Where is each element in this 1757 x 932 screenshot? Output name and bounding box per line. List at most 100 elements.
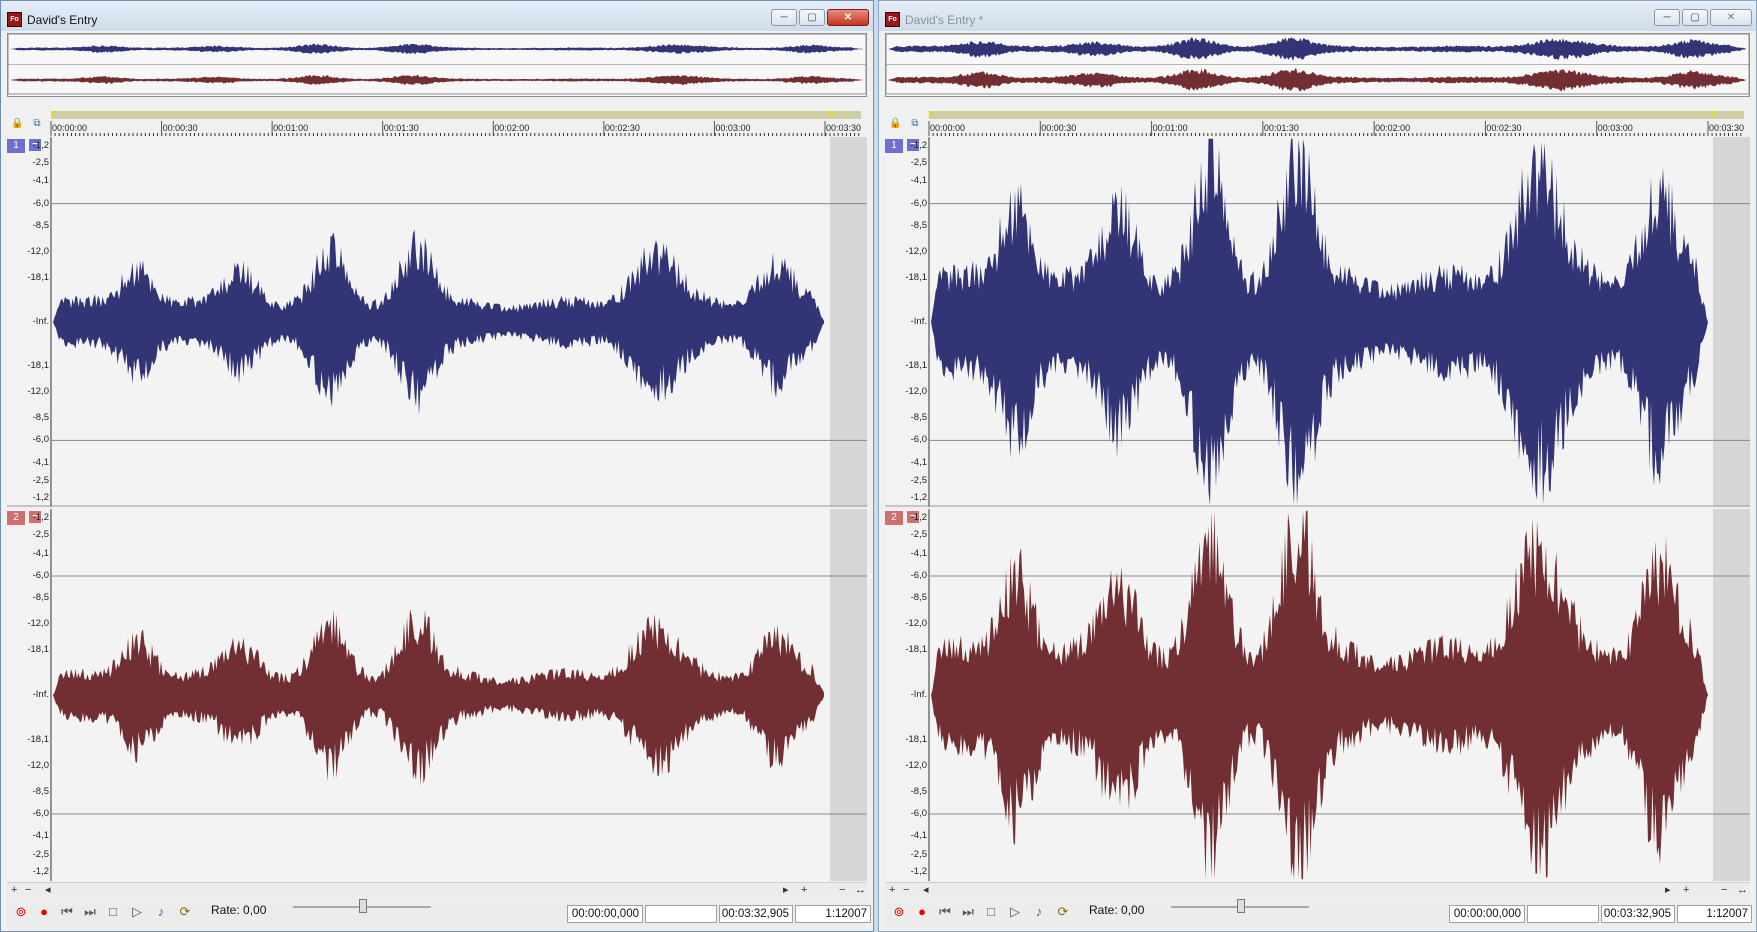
- maximize-button[interactable]: ▢: [799, 9, 825, 26]
- rate-slider-thumb[interactable]: [359, 899, 367, 913]
- db-scale-label: -18,1: [905, 360, 927, 372]
- channel-1-minimize-button[interactable]: −: [29, 139, 41, 151]
- loop-icon[interactable]: ⟳: [179, 904, 191, 919]
- track-end-region: [830, 509, 867, 881]
- stop-icon[interactable]: □: [987, 904, 995, 919]
- zoom-in-time-button[interactable]: +: [11, 884, 18, 896]
- scroll-left-button[interactable]: ◂: [45, 884, 51, 896]
- lock-icon[interactable]: 🔒: [889, 118, 902, 129]
- record-options-icon[interactable]: ⊚: [893, 904, 905, 919]
- play-icon[interactable]: ▷: [132, 904, 142, 919]
- db-scale-label: -12,0: [27, 759, 49, 771]
- channel-2-track[interactable]: 2 − -1,2 -2,5 -4,1 -6,0 -8,5 -12,0 -18,1 -Inf. -…: [7, 509, 867, 881]
- channel-2-badge[interactable]: 2: [7, 511, 25, 525]
- minimize-button[interactable]: ─: [771, 9, 797, 26]
- db-scale-label: -4,1: [910, 175, 927, 187]
- channel-1-badge[interactable]: 1: [7, 139, 25, 153]
- channel-1-track[interactable]: 1 − -1,2 -2,5 -4,1 -6,0 -8,5 -12,0 -18,1 -Inf. -…: [885, 137, 1750, 507]
- title-bar[interactable]: Fo David's Entry * ─ ▢ ✕: [879, 1, 1756, 31]
- close-button[interactable]: ✕: [1710, 9, 1752, 26]
- zoom-out-level-button[interactable]: −: [839, 884, 846, 896]
- db-scale-label: -4,1: [32, 830, 49, 842]
- play-all-icon[interactable]: ♪: [157, 904, 165, 919]
- db-scale-label: -6,0: [32, 569, 49, 581]
- db-scale-label: -12,0: [905, 759, 927, 771]
- ruler-timecode-label: 00:00:30: [1041, 123, 1077, 133]
- record-icon[interactable]: ●: [918, 904, 926, 919]
- lock-icon[interactable]: 🔒: [11, 118, 24, 129]
- selection-end-field[interactable]: [645, 905, 717, 923]
- scroll-right-button[interactable]: ▸: [783, 884, 789, 896]
- overview-waveform[interactable]: [885, 33, 1750, 97]
- title-bar[interactable]: Fo David's Entry ─ ▢ ✕: [1, 1, 873, 31]
- channel-1-minimize-button[interactable]: −: [907, 139, 919, 151]
- db-scale-label: -6,0: [910, 569, 927, 581]
- minimize-button[interactable]: ─: [1654, 9, 1680, 26]
- zoom-fit-button[interactable]: ↔: [855, 884, 866, 896]
- maximize-button[interactable]: ▢: [1682, 9, 1708, 26]
- zoom-in-level-button[interactable]: +: [801, 884, 808, 896]
- waveform-shape: [53, 608, 824, 787]
- go-to-end-icon[interactable]: ⏭: [962, 904, 974, 919]
- zoom-in-level-button[interactable]: +: [1683, 884, 1690, 896]
- selection-start-field[interactable]: 00:00:00,000: [567, 905, 643, 923]
- rate-slider-thumb[interactable]: [1237, 899, 1245, 913]
- waveform-shape: [888, 67, 1746, 92]
- db-scale-label: -2,5: [32, 475, 49, 487]
- channel-2-waveform: [928, 509, 1750, 881]
- zoom-in-time-button[interactable]: +: [889, 884, 896, 896]
- overview-divider: [8, 64, 866, 65]
- ruler-timecode-label: 00:00:30: [162, 123, 198, 133]
- horizontal-scrollbar[interactable]: + − ◂ ▸ + − ↔: [7, 882, 867, 897]
- data-window-right[interactable]: Fo David's Entry * ─ ▢ ✕ 🔒 ⧉ 00:00:00 00:…: [878, 0, 1757, 932]
- snap-icon[interactable]: ⧉: [911, 118, 919, 129]
- window-title: David's Entry: [27, 13, 98, 27]
- db-scale-label: -1,2: [910, 512, 927, 524]
- channel-1-badge[interactable]: 1: [885, 139, 903, 153]
- channel-2-badge[interactable]: 2: [885, 511, 903, 525]
- db-scale-label: -12,0: [27, 386, 49, 398]
- play-icon[interactable]: ▷: [1010, 904, 1020, 919]
- waveform-shape: [931, 510, 1708, 880]
- timeline-ruler[interactable]: 🔒 ⧉ 00:00:00 00:00:30 00:01:00 00:01:30 00:0…: [885, 111, 1750, 137]
- selection-length-field[interactable]: 00:03:32,905: [1601, 905, 1675, 923]
- selection-end-field[interactable]: [1527, 905, 1599, 923]
- scroll-left-button[interactable]: ◂: [923, 884, 929, 896]
- go-to-start-icon[interactable]: ⏮: [939, 904, 951, 919]
- zoom-ratio-field[interactable]: 1:12007: [795, 905, 871, 923]
- snap-icon[interactable]: ⧉: [33, 118, 41, 129]
- horizontal-scrollbar[interactable]: + − ◂ ▸ + − ↔: [885, 882, 1750, 897]
- channel-2-minimize-button[interactable]: −: [29, 511, 41, 523]
- stop-icon[interactable]: □: [109, 904, 117, 919]
- play-all-icon[interactable]: ♪: [1035, 904, 1043, 919]
- db-scale-label: -18,1: [905, 271, 927, 283]
- overview-waveform[interactable]: [7, 33, 867, 97]
- db-scale-label: -1,2: [910, 865, 927, 877]
- db-scale-label: -2,5: [32, 529, 49, 541]
- record-options-icon[interactable]: ⊚: [15, 904, 27, 919]
- zoom-ratio-field[interactable]: 1:12007: [1677, 905, 1752, 923]
- zoom-out-time-button[interactable]: −: [25, 884, 32, 896]
- selection-length-field[interactable]: 00:03:32,905: [719, 905, 793, 923]
- selection-start-field[interactable]: 00:00:00,000: [1449, 905, 1525, 923]
- db-scale-label: -4,1: [910, 456, 927, 468]
- db-scale-label: -1,2: [32, 512, 49, 524]
- scroll-right-button[interactable]: ▸: [1665, 884, 1671, 896]
- ruler-timecode-label: 00:00:00: [930, 123, 966, 133]
- channel-2-minimize-button[interactable]: −: [907, 511, 919, 523]
- db-scale-label: -18,1: [27, 733, 49, 745]
- record-icon[interactable]: ●: [40, 904, 48, 919]
- timeline-ruler[interactable]: 🔒 ⧉ 00:00:00 00:00:30 00:01:00 00:01:30 00:0…: [7, 111, 867, 137]
- data-window-left[interactable]: Fo David's Entry ─ ▢ ✕ 🔒 ⧉ 00:00:00 00:00…: [0, 0, 874, 932]
- zoom-out-level-button[interactable]: −: [1721, 884, 1728, 896]
- channel-1-track[interactable]: 1 − -1,2 -2,5 -4,1 -6,0 -8,5 -12,0 -18,1 -Inf. -…: [7, 137, 867, 507]
- zoom-out-time-button[interactable]: −: [903, 884, 910, 896]
- zoom-fit-button[interactable]: ↔: [1737, 884, 1748, 896]
- db-scale-label: -18,1: [905, 733, 927, 745]
- close-button[interactable]: ✕: [827, 9, 869, 26]
- go-to-end-icon[interactable]: ⏭: [84, 904, 96, 919]
- loop-icon[interactable]: ⟳: [1057, 904, 1069, 919]
- channel-2-track[interactable]: 2 − -1,2 -2,5 -4,1 -6,0 -8,5 -12,0 -18,1 -Inf. -…: [885, 509, 1750, 881]
- db-scale-label: -12,0: [27, 618, 49, 630]
- go-to-start-icon[interactable]: ⏮: [61, 904, 73, 919]
